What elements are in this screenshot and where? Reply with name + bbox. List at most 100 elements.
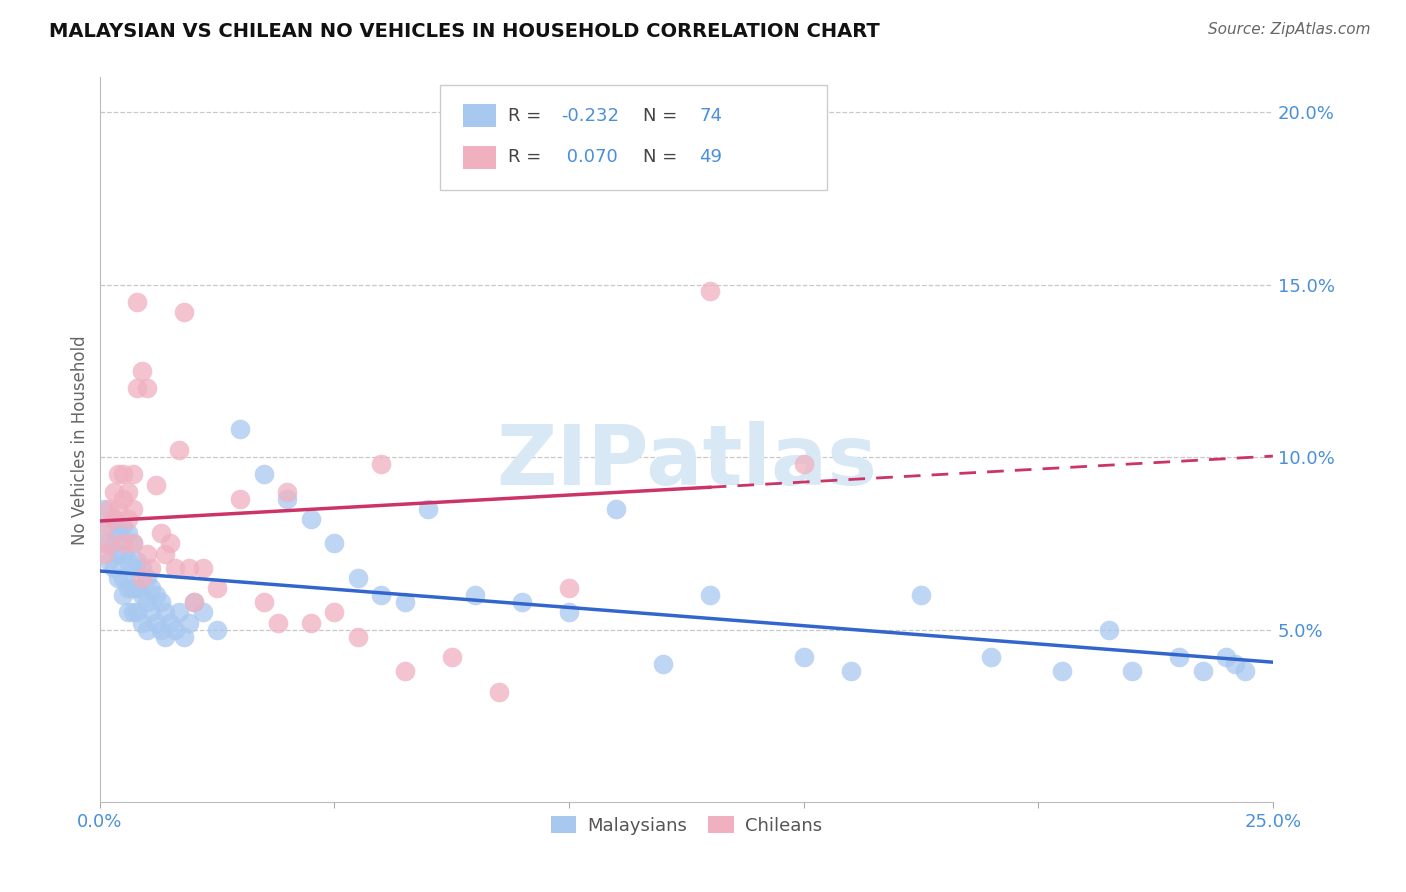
Point <box>394 664 416 678</box>
Point <box>127 606 149 620</box>
Point <box>1050 664 1073 678</box>
Point <box>145 477 167 491</box>
Point <box>112 536 135 550</box>
Point <box>149 526 172 541</box>
Point <box>107 571 129 585</box>
Point <box>183 595 205 609</box>
Point <box>121 606 143 620</box>
Point <box>159 536 181 550</box>
Legend: Malaysians, Chileans: Malaysians, Chileans <box>541 807 831 844</box>
Point <box>159 615 181 630</box>
Point <box>183 595 205 609</box>
Y-axis label: No Vehicles in Household: No Vehicles in Household <box>72 335 89 545</box>
Point <box>121 501 143 516</box>
Point <box>1225 657 1247 672</box>
Point <box>135 595 157 609</box>
Text: -0.232: -0.232 <box>561 107 619 125</box>
Point <box>229 423 252 437</box>
Point <box>464 588 486 602</box>
Point <box>191 606 214 620</box>
Point <box>253 595 276 609</box>
Text: ZIPatlas: ZIPatlas <box>496 421 877 502</box>
Point <box>699 588 721 602</box>
Point <box>117 484 139 499</box>
Text: 0.070: 0.070 <box>561 148 617 166</box>
Point <box>135 547 157 561</box>
Point <box>141 560 163 574</box>
Point <box>103 484 125 499</box>
Point <box>107 547 129 561</box>
Point <box>651 657 673 672</box>
Point <box>112 588 135 602</box>
Point <box>112 519 135 533</box>
Point <box>93 547 115 561</box>
Point <box>488 685 510 699</box>
Point <box>121 467 143 482</box>
Point <box>177 615 200 630</box>
Point <box>121 536 143 550</box>
Point <box>103 512 125 526</box>
Point <box>112 467 135 482</box>
Point <box>93 536 115 550</box>
Text: 49: 49 <box>699 148 723 166</box>
Point <box>205 623 228 637</box>
Point <box>131 560 153 574</box>
Point <box>149 623 172 637</box>
Point <box>107 467 129 482</box>
Text: N =: N = <box>643 148 683 166</box>
Point <box>699 285 721 299</box>
Point <box>141 606 163 620</box>
Point <box>131 588 153 602</box>
Point <box>323 536 346 550</box>
Point <box>323 606 346 620</box>
Point <box>155 547 177 561</box>
Point <box>1168 650 1191 665</box>
Point <box>628 146 651 161</box>
Point <box>93 519 115 533</box>
Point <box>169 443 191 458</box>
Point <box>155 606 177 620</box>
Point <box>191 560 214 574</box>
Point <box>135 571 157 585</box>
Point <box>149 595 172 609</box>
FancyBboxPatch shape <box>440 85 827 190</box>
Point <box>346 630 368 644</box>
Point <box>131 364 153 378</box>
Point <box>135 623 157 637</box>
Point <box>299 512 322 526</box>
Point <box>121 560 143 574</box>
Point <box>103 560 125 574</box>
Point <box>980 650 1002 665</box>
Text: 74: 74 <box>699 107 723 125</box>
Point <box>131 615 153 630</box>
Point <box>112 571 135 585</box>
Point <box>1191 664 1213 678</box>
Point <box>173 305 195 319</box>
Point <box>155 630 177 644</box>
Point <box>370 588 392 602</box>
Point <box>135 381 157 395</box>
Point <box>145 588 167 602</box>
Point <box>107 501 129 516</box>
Point <box>793 457 815 471</box>
Point <box>127 381 149 395</box>
Point <box>839 664 862 678</box>
Point <box>121 581 143 595</box>
Point <box>127 554 149 568</box>
Point <box>418 501 440 516</box>
Point <box>510 595 533 609</box>
Text: R =: R = <box>508 107 547 125</box>
FancyBboxPatch shape <box>464 104 496 128</box>
Point <box>299 615 322 630</box>
Point <box>117 606 139 620</box>
Text: R =: R = <box>508 148 547 166</box>
Point <box>121 536 143 550</box>
Text: Source: ZipAtlas.com: Source: ZipAtlas.com <box>1208 22 1371 37</box>
Point <box>229 491 252 506</box>
Point <box>117 526 139 541</box>
Point <box>163 623 186 637</box>
Point <box>394 595 416 609</box>
Point <box>117 581 139 595</box>
Point <box>98 554 121 568</box>
Point <box>98 519 121 533</box>
